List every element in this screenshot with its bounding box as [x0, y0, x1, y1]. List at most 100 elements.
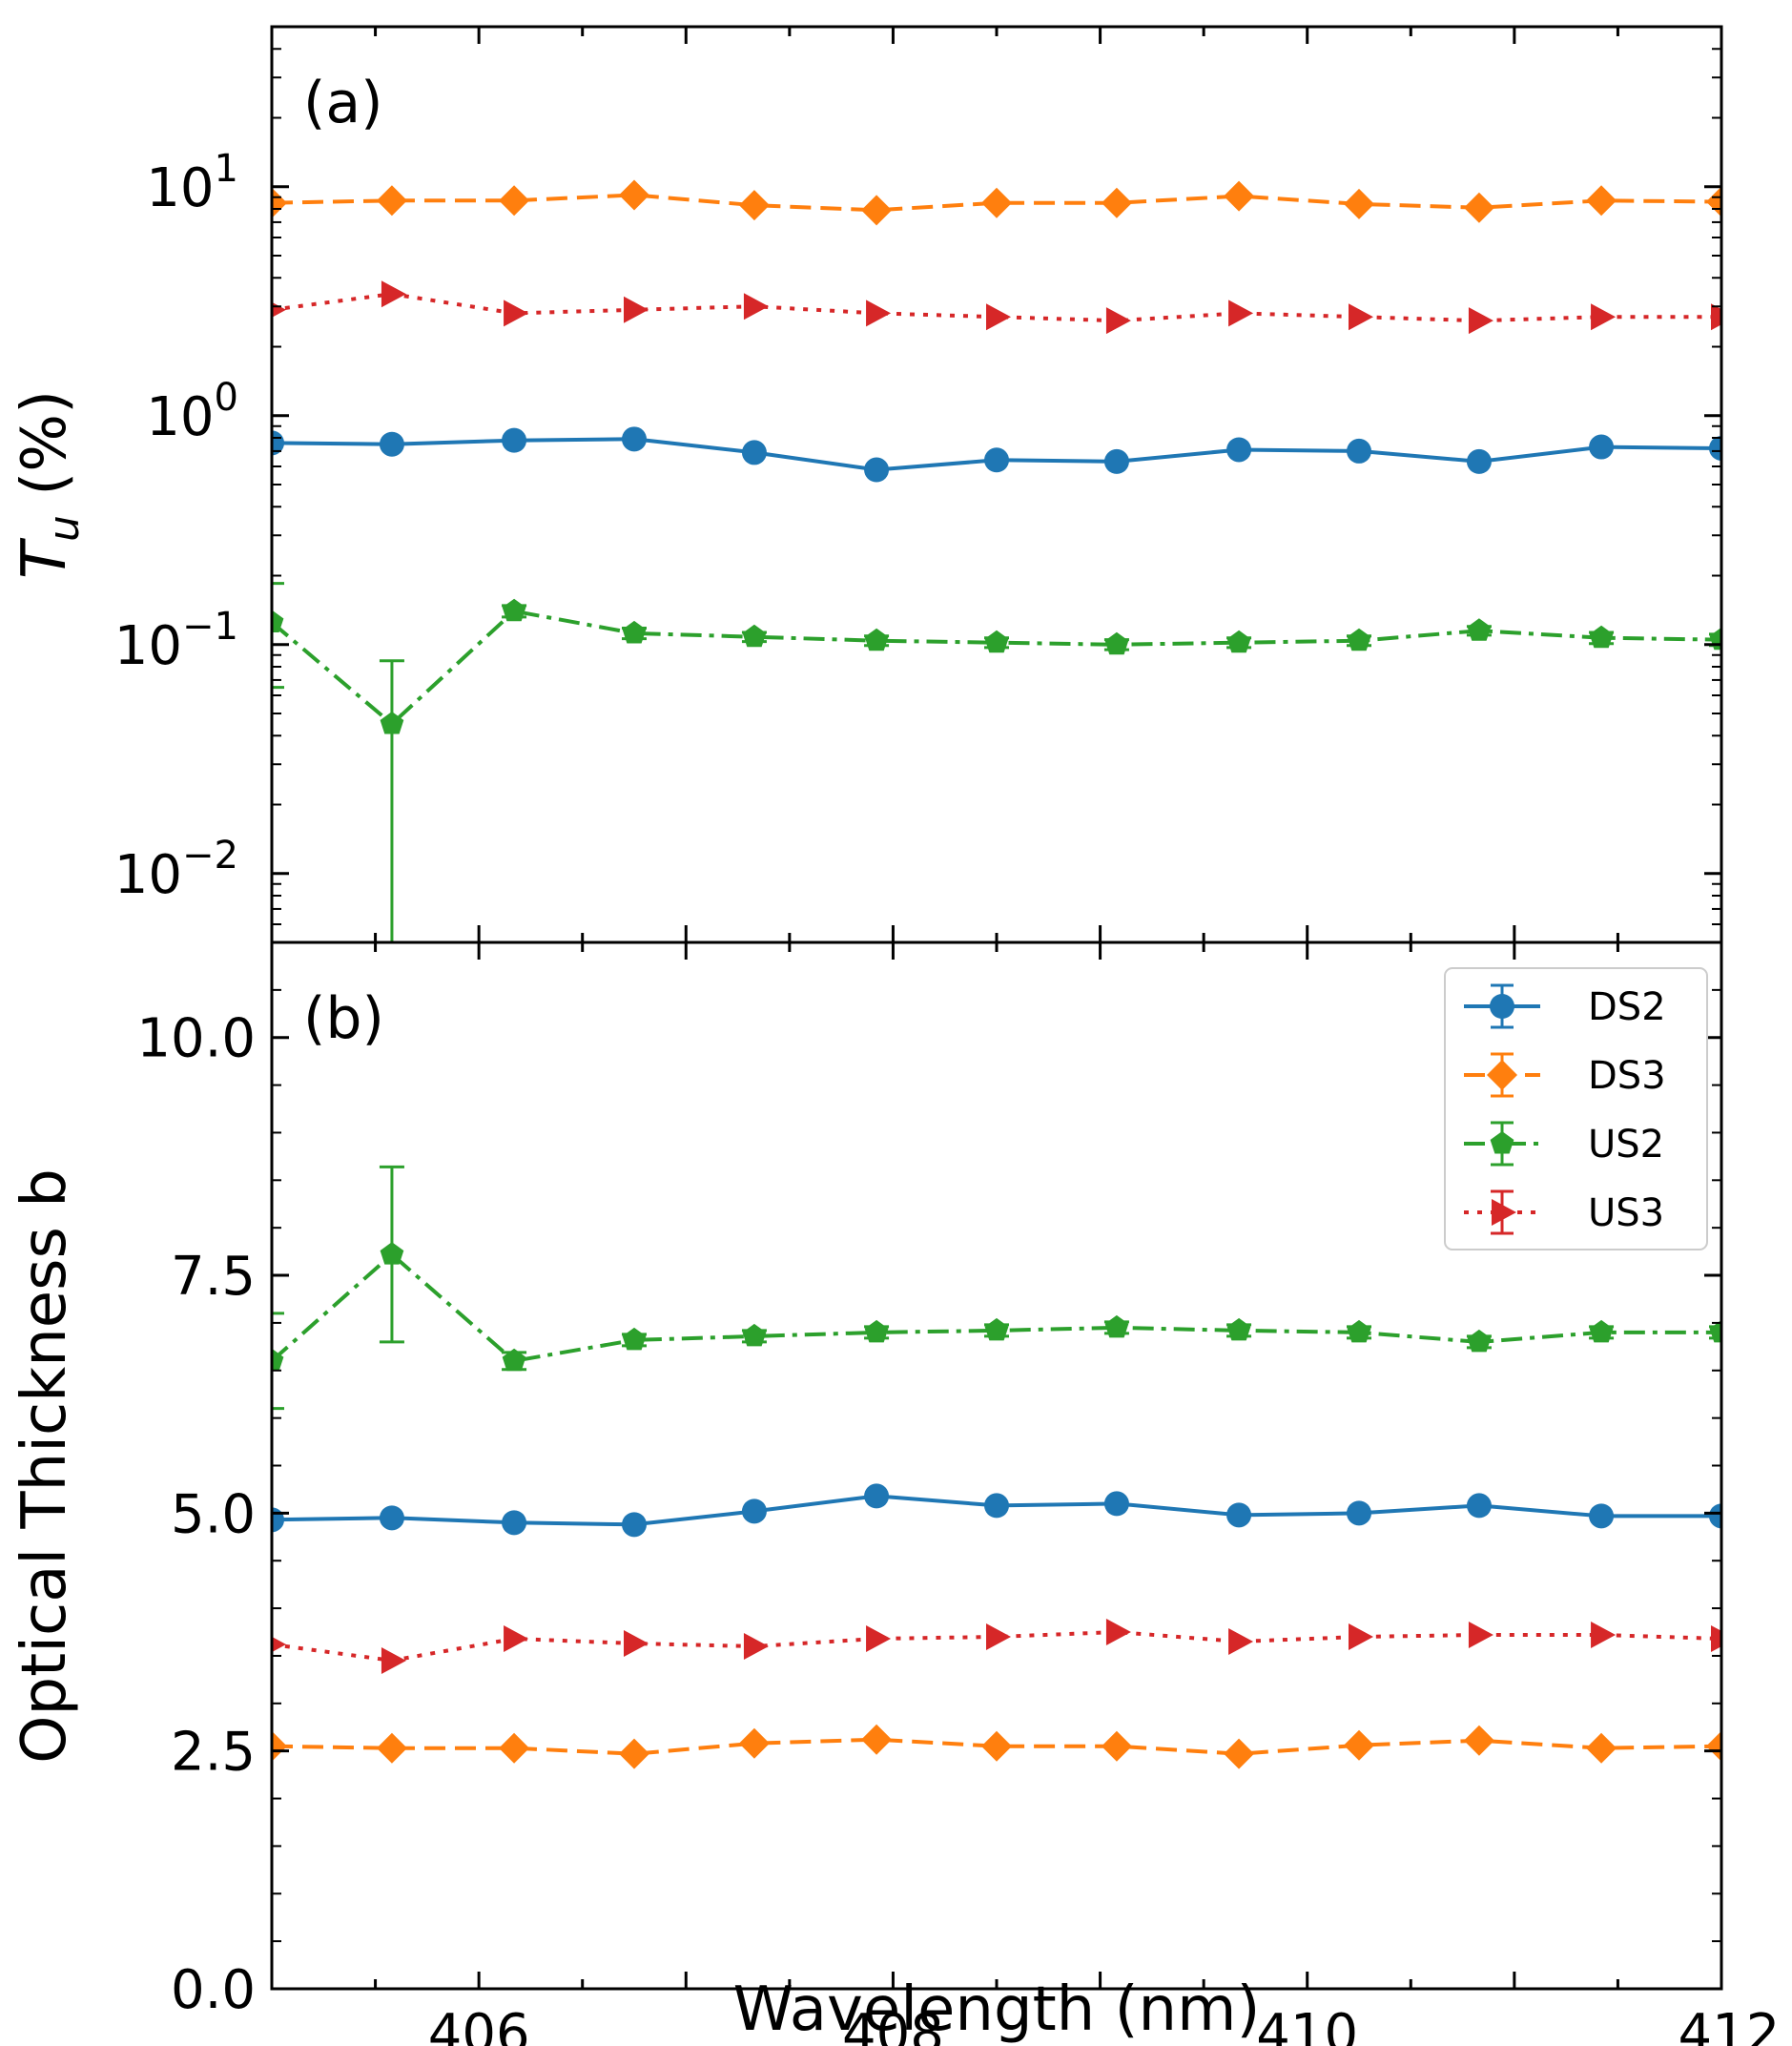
panel-b-us2-point	[1709, 1319, 1721, 1343]
panel-b-us2-point	[864, 1319, 889, 1343]
panel-a-us2-point	[984, 630, 1009, 653]
panel-b-us3-point	[1105, 1619, 1131, 1646]
panel-a-us3-point	[1468, 307, 1493, 335]
panel-a-ds2-point	[1103, 448, 1129, 474]
panel-a-us2-point	[742, 624, 767, 648]
panel-a-us3-point	[1349, 303, 1373, 331]
panel-b-ds3-point	[1586, 1732, 1617, 1764]
panel-b-us3-point	[866, 1625, 892, 1653]
legend-us3-label: US3	[1588, 1191, 1664, 1235]
panel-a-plot: 10−2 10−1 100 101 (a) Tu (%)	[10, 25, 1723, 944]
panel-b-ds3-point	[1344, 1729, 1374, 1761]
panel-a-ds3-point	[861, 195, 893, 226]
panel-b-us2-point	[984, 1317, 1009, 1341]
panel-a-us2-errorbar	[379, 659, 404, 942]
panel-a-us2-point	[1467, 618, 1492, 641]
legend-item-us3: US3	[1464, 1189, 1664, 1235]
panel-a-ds3-point	[1586, 185, 1617, 217]
panel-a-ds3-point	[1463, 192, 1494, 223]
panel-a-ds2-point	[1709, 435, 1721, 461]
x-axis-label: Wavelength (nm)	[733, 1974, 1261, 2045]
panel-a-us3-point	[1591, 303, 1617, 331]
panel-a-ds3-point	[981, 187, 1012, 218]
panel-b-ylabel: Optical Thickness b	[10, 1168, 80, 1764]
panel-b-ds2-point	[1589, 1503, 1615, 1529]
panel-b-us3-point	[1591, 1622, 1617, 1649]
panel-b-us2-point	[1347, 1319, 1371, 1343]
panel-b-ds2-point	[1103, 1491, 1129, 1517]
panel-b-ds3-point	[619, 1738, 649, 1769]
panel-a-ylabel: Tu (%)	[10, 390, 89, 579]
panel-b-us3-point	[986, 1623, 1011, 1651]
panel-a-us3-point	[272, 301, 286, 318]
panel-b-us3-point	[272, 1636, 286, 1653]
panel-a-ds2-point	[622, 426, 647, 452]
panel-a-ds2-point	[984, 447, 1009, 473]
panel-b-ds3-point	[499, 1732, 530, 1764]
panel-a-y-tick-label: 10−2	[114, 834, 238, 906]
panel-b-y-tick-label: 7.5	[171, 1246, 256, 1308]
panel-b-label: (b)	[303, 985, 384, 1052]
panel-a-us2-point	[622, 620, 647, 644]
panel-a-series-layer	[272, 179, 1721, 942]
panel-b-ds2-point	[864, 1483, 890, 1509]
panel-b-ds2-point	[741, 1498, 767, 1524]
panel-b-ds3-point	[376, 1732, 407, 1764]
panel-a-ds2-point	[379, 431, 404, 457]
panel-b-us3-point	[1228, 1627, 1254, 1655]
panel-a-us3-point	[381, 280, 406, 308]
panel-a-ds3-point	[376, 185, 407, 217]
panel-a-ds2-point	[1226, 437, 1252, 463]
panel-a-us2-point	[1104, 631, 1129, 655]
x-tick-label: 410	[1256, 2003, 1358, 2046]
panel-b-ds3-point	[1101, 1730, 1132, 1762]
panel-a-ds2-point	[1589, 434, 1615, 460]
panel-a-ds2-point	[1347, 438, 1371, 464]
panel-b-us3-point	[1711, 1625, 1721, 1653]
panel-b-us2-line	[272, 1251, 1721, 1363]
panel-b-y-tick-label: 0.0	[171, 1959, 256, 2021]
panel-b-ds3-point	[738, 1727, 770, 1759]
panel-b-y-tick-label: 2.5	[171, 1722, 256, 1784]
x-tick-label: 408	[842, 2003, 944, 2046]
panel-b-ds3-point	[1463, 1725, 1494, 1756]
panel-b-us2-point	[1226, 1317, 1251, 1341]
panel-b-plot: 406 408 410 412 0.0 2.5 5.0 7.5 10.0 (b) Optical…	[10, 940, 1780, 2046]
legend-item-ds3: DS3	[1464, 1052, 1666, 1098]
panel-a-ylabel-unit-space	[10, 496, 80, 515]
legend: DS2 DS3 US2 US3	[1444, 967, 1708, 1250]
panel-b-ds3-point	[1706, 1730, 1721, 1762]
panel-a-ds2-point	[502, 427, 527, 453]
panel-a-us3-point	[624, 296, 649, 323]
panel-b-us2-point	[742, 1323, 767, 1347]
legend-ds3-label: DS3	[1588, 1054, 1666, 1098]
panel-b-us3-point	[504, 1625, 529, 1653]
panel-b-ds2-point	[1347, 1500, 1371, 1526]
panel-a-ds3-point	[619, 179, 649, 211]
panel-b-us3-point	[624, 1629, 649, 1657]
panel-b-ds2-point	[379, 1505, 404, 1531]
panel-b-us2-point	[502, 1348, 526, 1372]
panel-b-ds3-point	[272, 1730, 287, 1762]
panel-a-us3-point	[1228, 300, 1254, 327]
panel-a-ds3-point	[1344, 188, 1374, 219]
panel-a-us2-point	[502, 598, 526, 622]
panel-b-us3-point	[1468, 1622, 1493, 1649]
legend-ds2-marker	[1490, 994, 1514, 1019]
panel-b-ticks-layer: 406 408 410 412 0.0 2.5 5.0 7.5 10.0	[136, 941, 1780, 2046]
panel-b-ds3-point	[981, 1730, 1012, 1762]
legend-ds2-label: DS2	[1588, 985, 1666, 1029]
panel-b-us3-point	[381, 1646, 406, 1674]
panel-a-us3-point	[1711, 303, 1721, 331]
legend-item-us2: US2	[1464, 1121, 1664, 1167]
panel-b-y-tick-label: 10.0	[136, 1008, 256, 1070]
panel-b-us2-point	[1467, 1329, 1492, 1353]
panel-a-ds2-point	[272, 430, 284, 456]
panel-a-ylabel-unit: (%)	[10, 390, 80, 496]
panel-b-us3-point	[1349, 1623, 1373, 1651]
panel-a-ylabel-sub: u	[40, 515, 89, 542]
panel-a-ds2-point	[864, 457, 890, 483]
legend-box	[1444, 967, 1708, 1250]
panel-a-us3-point	[743, 293, 769, 320]
